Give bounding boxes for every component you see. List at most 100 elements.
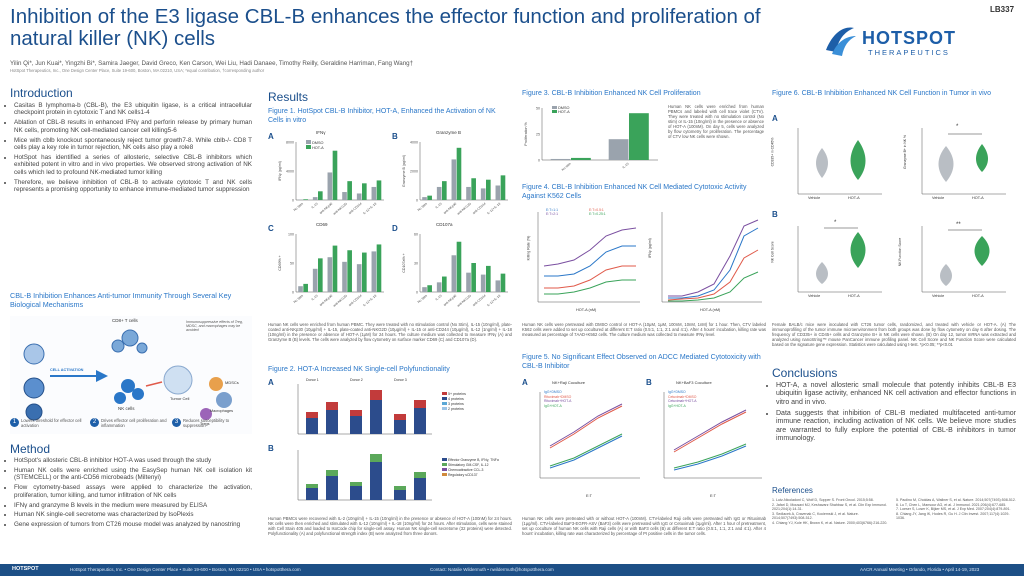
fig2-psi-chart [297,450,432,501]
y-tick-label: 100 [288,233,294,237]
references-right: 5. Paolino M, Choidas A, Wallner S, et a… [896,498,1016,521]
stacked-bar [326,402,338,434]
bar [347,250,352,292]
ifng-curve [668,227,759,299]
bar [342,261,347,292]
fig5: A B NK+Raji Coculture NK+BaF3 Coculture … [522,378,766,504]
fig1-b-title: Granzyme B [436,130,462,135]
x-tick: HOT-A [848,196,860,200]
y-tick-label: 0 [292,199,294,203]
bar [608,139,629,160]
violin [940,264,952,286]
y-tick-label: 0 [292,291,294,295]
bar [342,192,347,200]
bar [480,274,486,292]
y-tick-label: 60 [414,233,418,237]
bar [442,181,447,200]
fig3-caption: Human NK cells were enriched from human … [668,104,764,139]
stacked-bar [414,400,426,434]
fig3-legend: DMSO HOT-A [552,106,570,114]
bar [422,197,427,200]
legend-label: Cetuximab+HOT-A [668,399,697,404]
x-tick: HOT-A [972,196,984,200]
x-tick: Vehicle [808,196,821,200]
x-tick-label: anti-CD244 [348,294,363,308]
legend-label: IgG+DMSO [668,390,686,394]
bar [442,276,447,292]
fig5-left-title: NK+Raji Coculture [552,380,586,385]
intro-bullet: Therefore, we believe inhibition of CBL-… [14,179,252,194]
conclusion-bullet: HOT-A, a novel allosteric small molecule… [776,382,1016,407]
fig2-panel-a-label: A [268,378,274,387]
bar [327,257,333,292]
method-bullet: IFNγ and granzyme B levels in the medium… [14,502,252,509]
legend-label: HOT-A [558,110,570,114]
adcc-curve [673,411,747,453]
legend-label: E:T=1:1 [546,208,558,212]
y-axis-label: CD107a% + [402,253,406,272]
legend-swatch [306,145,311,149]
fig5b-legend: IgG+DMSO Cetuximab+DMSO Cetuximab+HOT-A … [668,390,697,408]
legend-label: Stimulatory GM-CSF, IL-12 [447,463,489,467]
fig4: Killing Rate (%) IFNγ (pg/ml) HOT-A (nM)… [522,206,766,318]
bar [471,178,476,200]
violin [850,140,866,180]
step-number: 1 [10,418,19,427]
fig5-caption: Human NK cells were pretreated with or w… [522,516,766,536]
bar [376,180,382,200]
legend-label: IgG+DMSO [544,390,562,394]
fig3-proliferation-chart: 0 25 50 No stim IL-15 Proliferation % [524,107,658,172]
bar [466,272,471,292]
reference-item: 4. Chiang YJ, Kole HK, Brown K, et al. N… [772,520,888,525]
fig4-killing-charts [537,212,762,303]
bar [356,264,362,292]
fig6-a1-ylabel: CD335+ in CD45% [770,137,775,167]
bar [312,197,318,200]
legend-label: Effector Granzyme B, IFNγ, TNFα [447,458,499,462]
violin [938,146,954,182]
abstract-number: LB337 [990,5,1015,14]
reference-item: 8. Chiang JY, Jang IK, Hodes R, Gu H. J … [896,511,1010,521]
y-axis-label: CD69% + [278,255,282,270]
legend-label: IgG+HOT-A [544,403,562,408]
fig6: A B * Vehicle HOT-A Vehicle HOT-A CD335+… [770,110,1016,320]
method-bullet: Gene expression of tumors from CT26 mous… [14,521,252,528]
intro-bullet: HotSpot has identified a series of allos… [14,154,252,176]
step-item: 1 Lowers threshold for effector cell act… [10,418,88,428]
mechanism-steps: 1 Lowers threshold for effector cell act… [10,418,252,440]
bar [347,181,352,200]
footer-meeting: AACR Annual Meeting • Orlando, Florida •… [860,567,980,572]
step-text: Lowers threshold for effector cell activ… [21,418,82,428]
conclusions-list: HOT-A, a novel allosteric small molecule… [768,382,1016,446]
legend-label: E:T=2:1 [546,212,558,216]
bar [427,195,432,200]
x-tick-label: IL-12+IL-18 [362,202,377,216]
y-tick-label: 0 [538,159,540,163]
legend-label: Regulatory sCD137 [447,473,478,477]
donor-label: Donor 2 [350,378,363,382]
violin [816,148,828,178]
fig1-a-title: IFNγ [316,130,326,135]
method-list: HotSpot's allosteric CBL-B inhibitor HOT… [6,457,252,531]
reference-item: 2. Jafari D, Mousavi MJ, Keshavarz Shahb… [772,502,888,512]
fig5a-legend: IgG+DMSO Rituximab+DMSO Rituximab+HOT-A … [544,390,571,408]
adcc-curve [549,405,623,449]
stacked-bar [414,472,426,500]
fig6b-violin-charts [797,226,1006,293]
y-tick-label: 0 [416,199,418,203]
bar [298,286,303,292]
logo-subtext: THERAPEUTICS [868,48,950,57]
adcc-curve [673,409,747,451]
significance-marker: * [956,124,959,130]
fig1-panel-c-label: C [268,224,274,233]
legend-label: IgG+HOT-A [668,403,686,408]
fig2b-legend: Effector Granzyme B, IFNγ, TNFα Stimulat… [442,458,499,478]
intro-heading: Introduction [10,86,73,100]
fig3: 0 25 50 No stim IL-15 Proliferation % DMSO HO… [522,102,662,178]
significance-marker: * [834,220,837,226]
method-bullet: Human NK cells were enriched using the E… [14,467,252,482]
legend-label: HOT-A [312,146,324,150]
